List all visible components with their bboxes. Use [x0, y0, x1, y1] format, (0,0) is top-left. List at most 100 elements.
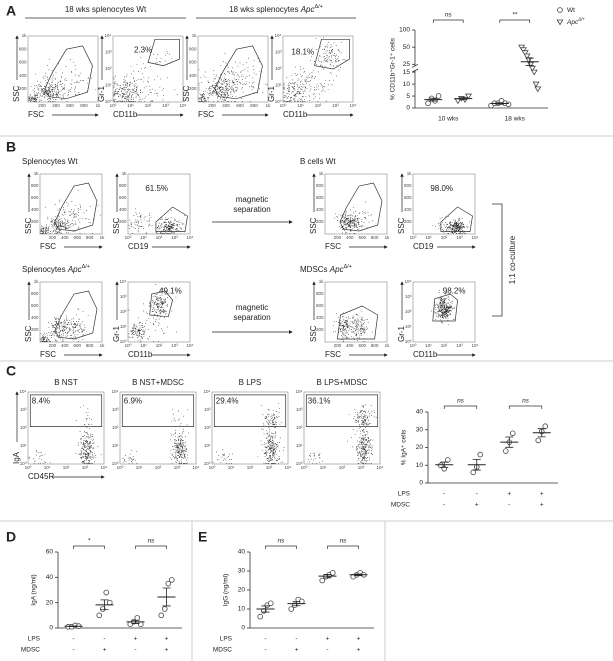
- x-tick-label: 10³: [171, 343, 178, 348]
- data-point: [505, 101, 512, 108]
- y-tick-label: 100: [399, 27, 410, 34]
- rich-text: Splenocytes Wt: [22, 157, 78, 166]
- y-tick-label: 1k: [22, 33, 28, 38]
- superscript: Δ/+: [578, 17, 585, 22]
- gate: [155, 206, 188, 232]
- y-tick-label: 10⁰: [20, 461, 27, 466]
- significance-bracket: [265, 545, 297, 549]
- significance-bracket: [73, 545, 105, 549]
- flow-frame: [412, 173, 476, 235]
- y-tick-label: 600: [19, 60, 27, 65]
- x-tick-label: 10²: [339, 465, 346, 470]
- gate: [54, 182, 98, 232]
- row-sign: +: [326, 636, 330, 643]
- x-axis-label: CD19: [413, 242, 434, 251]
- y-tick-label: 0: [406, 105, 410, 112]
- y-tick-label: 10⁰: [120, 339, 127, 344]
- y-tick-label: 5: [406, 93, 410, 100]
- y-tick-label: 10²: [112, 425, 119, 430]
- data-point: [534, 86, 542, 93]
- x-tick-label: 10³: [82, 465, 89, 470]
- error-bar: [459, 97, 468, 101]
- flow-frame: [127, 173, 191, 235]
- error-bar: [537, 428, 546, 438]
- y-tick-label: 1k: [122, 171, 128, 176]
- y-tick-label: 10⁴: [405, 279, 412, 284]
- axis-break: [411, 63, 419, 68]
- x-tick-label: 10¹: [320, 465, 327, 470]
- y-tick-label: 600: [31, 303, 39, 308]
- x-tick-label: 10⁰: [301, 465, 308, 470]
- flow-events: [334, 201, 373, 234]
- row-sign: +: [103, 647, 107, 654]
- gate-percent: 8.4%: [32, 396, 50, 405]
- row-label: MDSC: [391, 502, 410, 509]
- flow-frame: [127, 281, 191, 343]
- x-tick-label: 10⁰: [110, 103, 117, 108]
- error-bar: [292, 601, 301, 607]
- x-tick-label: 10¹: [140, 343, 147, 348]
- data-point: [134, 615, 141, 621]
- y-tick-label: 10⁰: [204, 461, 211, 466]
- x-tick-label: 10³: [332, 103, 339, 108]
- x-tick-label: 10³: [162, 103, 169, 108]
- y-tick-label: 800: [31, 183, 39, 188]
- y-tick-label: 800: [316, 291, 324, 296]
- x-tick-label: 10 wks: [438, 116, 459, 123]
- data-point: [477, 451, 484, 458]
- y-tick-label: 1k: [192, 33, 198, 38]
- row-label: MDSC: [213, 647, 232, 654]
- row-label: MDSC: [21, 647, 40, 654]
- x-tick-label: 10¹: [127, 103, 134, 108]
- y-tick-label: 10⁰: [296, 461, 303, 466]
- y-tick-label: 10²: [405, 309, 412, 314]
- y-tick-label: 0: [241, 625, 245, 632]
- flow-events: [113, 50, 178, 102]
- legend-label: ApcΔ/+: [566, 17, 585, 26]
- y-axis-label: Gr-1: [112, 325, 121, 342]
- error-bar: [495, 102, 504, 105]
- x-tick-label: 10⁰: [25, 465, 32, 470]
- y-tick-label: 10³: [120, 294, 127, 299]
- x-tick-label: 10⁴: [180, 103, 187, 108]
- y-tick-label: 20: [238, 587, 246, 594]
- x-tick-label: 10⁰: [280, 103, 287, 108]
- row-sign: -: [508, 502, 510, 509]
- data-point: [530, 69, 538, 76]
- x-tick-label: 400: [346, 235, 354, 240]
- coculture-bracket: [492, 203, 503, 317]
- rich-text: Splenocytes ApcΔ/+: [22, 264, 90, 274]
- data-point: [521, 50, 529, 57]
- error-bar: [69, 625, 78, 627]
- y-tick-label: 200: [316, 327, 324, 332]
- data-point: [502, 448, 509, 454]
- significance-label: ns: [522, 398, 530, 405]
- data-point: [519, 47, 527, 54]
- y-tick-label: 10²: [20, 425, 27, 430]
- x-tick-label: 18 wks: [505, 116, 526, 123]
- x-axis-label: CD19: [128, 242, 149, 251]
- x-tick-label: 10⁴: [187, 235, 194, 240]
- x-tick-label: 10²: [441, 343, 448, 348]
- x-tick-label: 10³: [358, 465, 365, 470]
- x-tick-label: 800: [371, 343, 379, 348]
- y-tick-label: 400: [404, 207, 412, 212]
- data-point: [509, 430, 516, 437]
- flow-events: [28, 58, 97, 102]
- row-sign: -: [476, 491, 478, 498]
- flow-events: [212, 402, 286, 464]
- x-tick-label: 10²: [63, 465, 70, 470]
- x-tick-label: 400: [61, 343, 69, 348]
- y-tick-label: 10⁴: [296, 389, 303, 394]
- y-tick-label: 10¹: [296, 443, 303, 448]
- data-point: [329, 570, 336, 576]
- y-tick-label: 10²: [105, 66, 112, 71]
- arrow-label: magnetic: [236, 303, 268, 312]
- y-tick-label: 200: [31, 219, 39, 224]
- y-axis-label: SSC: [309, 217, 318, 234]
- flow-events: [198, 53, 268, 102]
- gate: [339, 182, 383, 232]
- y-tick-label: 60: [46, 549, 54, 556]
- error-bar: [525, 57, 534, 66]
- error-bar: [472, 458, 481, 471]
